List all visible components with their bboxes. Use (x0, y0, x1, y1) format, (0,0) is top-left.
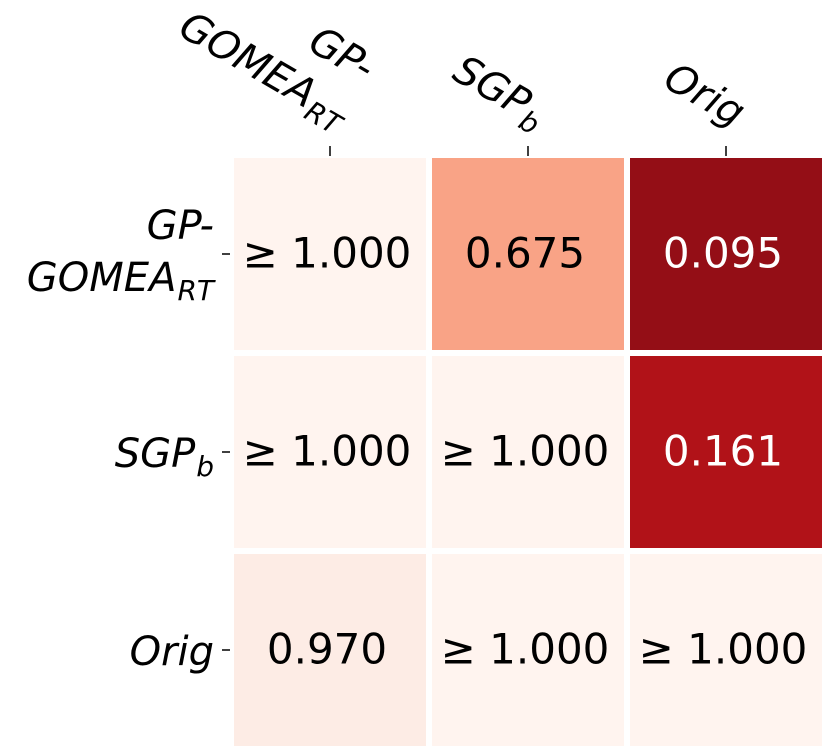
y-tick-label: SGP (115, 431, 196, 477)
y-tick-label: Orig (130, 629, 214, 675)
cell-value-label: ≥ 1.000 (441, 427, 610, 476)
heatmap-cell (432, 356, 624, 548)
cell-value-label: 0.161 (663, 427, 783, 476)
y-tick-label-subscript: b (196, 450, 214, 483)
cell-value-label: 0.970 (267, 625, 387, 674)
heatmap-cell (630, 158, 822, 350)
heatmap-cell (432, 554, 624, 746)
cell-value-label: ≥ 1.000 (441, 625, 610, 674)
heatmap-cell (630, 554, 822, 746)
cell-value-label: ≥ 1.000 (243, 427, 412, 476)
cell-value-label: ≥ 1.000 (639, 625, 808, 674)
heatmap-cell (432, 158, 624, 350)
heatmap-cell (630, 356, 822, 548)
cell-value-label: 0.675 (465, 229, 585, 278)
heatmap-cell (234, 356, 426, 548)
y-tick-label: GP-GOMEA (27, 203, 214, 301)
cell-value-label: ≥ 1.000 (243, 229, 412, 278)
heatmap-cell (234, 158, 426, 350)
heatmap-cell (234, 554, 426, 746)
x-tick-label: Orig (656, 54, 752, 136)
cell-value-label: 0.095 (663, 229, 783, 278)
x-tick-label: GP-GOMEA (171, 0, 382, 136)
y-tick-label-subscript: RT (177, 274, 215, 307)
